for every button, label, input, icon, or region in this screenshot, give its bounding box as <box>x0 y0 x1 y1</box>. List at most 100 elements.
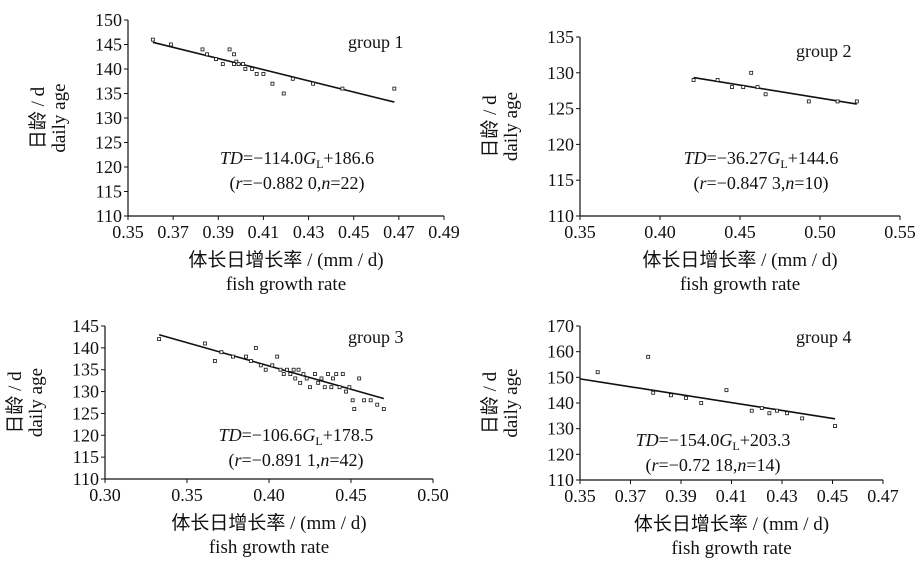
data-point <box>352 407 357 411</box>
y-tick-label: 125 <box>95 133 122 153</box>
x-tick-label: 0.35 <box>564 486 596 506</box>
x-tick-label: 0.43 <box>293 222 325 242</box>
panel-group-2: 110 115 120 125 130 135 0.35 0.40 0.45 0.50 0.55 日龄… <box>479 27 916 295</box>
data-point <box>392 86 397 91</box>
data-point <box>291 367 296 372</box>
data-point <box>270 81 275 86</box>
data-point <box>298 380 303 385</box>
data-point <box>219 350 224 355</box>
y-tick-label: 115 <box>548 170 574 190</box>
data-point <box>854 99 859 104</box>
data-point <box>304 376 309 381</box>
data-point <box>205 52 209 57</box>
x-axis-title-en: fish growth rate <box>226 274 346 295</box>
y-tick-label: 135 <box>72 360 99 380</box>
regression-equation: TD=−114.0GL+186.6 <box>220 148 374 171</box>
y-axis-title-en: daily age <box>501 92 522 161</box>
data-point <box>249 359 253 363</box>
group-label: group 3 <box>348 327 404 347</box>
data-point <box>344 389 348 394</box>
y-axis-title-cn: 日龄 / d <box>479 371 501 434</box>
x-axis-title-cn: 体长日增长率 / (mm / d) <box>634 513 829 535</box>
data-point <box>646 354 651 359</box>
data-point <box>244 354 248 359</box>
x-tick-label: 0.30 <box>89 485 121 505</box>
regression-stats: (r=−0.72 18,n=14) <box>646 455 781 476</box>
regression-stats: (r=−0.882 0,n=22) <box>230 173 365 194</box>
x-axis-title-cn: 体长日增长率 / (mm / d) <box>188 249 383 271</box>
data-point <box>835 99 840 104</box>
data-point <box>254 72 259 76</box>
data-point <box>350 398 355 403</box>
data-point <box>730 85 734 90</box>
x-tick-label: 0.40 <box>253 485 285 505</box>
data-point <box>270 363 275 368</box>
y-tick-label: 130 <box>547 419 574 439</box>
data-point <box>595 370 600 375</box>
y-tick-label: 135 <box>547 27 574 47</box>
x-tick-label: 0.49 <box>428 222 460 242</box>
data-point <box>311 81 315 86</box>
y-tick-label: 135 <box>95 84 122 104</box>
x-axis-title-en: fish growth rate <box>680 274 800 295</box>
panel-group-4: 110 120 130 140 150 160 170 0.35 0.37 0.39 0.41 0.4… <box>479 316 899 559</box>
data-point <box>232 62 236 66</box>
y-tick-label: 130 <box>72 382 99 402</box>
regression-stats: (r=−0.847 3,n=10) <box>694 173 829 194</box>
data-point <box>278 367 283 372</box>
data-point <box>261 72 266 76</box>
data-point <box>651 390 656 395</box>
data-point <box>684 395 688 400</box>
data-point <box>290 76 295 81</box>
y-axis-title-cn: 日龄 / d <box>479 95 501 158</box>
data-point <box>715 78 720 82</box>
data-point <box>243 67 248 71</box>
y-tick-label: 120 <box>547 134 574 154</box>
x-axis-title-cn: 体长日增长率 / (mm / d) <box>642 249 837 271</box>
y-axis-title-cn: 日龄 / d <box>27 86 49 149</box>
x-tick-label: 0.35 <box>564 222 596 242</box>
x-tick-label: 0.41 <box>716 486 748 506</box>
y-tick-label: 140 <box>547 393 574 413</box>
data-point <box>281 91 286 96</box>
y-tick-label: 130 <box>547 63 574 83</box>
y-tick-label: 110 <box>73 469 99 489</box>
data-point <box>669 393 673 398</box>
y-axis-title-cn: 日龄 / d <box>4 371 26 434</box>
data-point <box>347 385 352 390</box>
data-point <box>308 385 312 390</box>
data-point <box>755 85 760 90</box>
y-tick-label: 110 <box>548 206 574 226</box>
data-point <box>236 62 241 66</box>
x-tick-label: 0.35 <box>171 485 203 505</box>
y-tick-label: 130 <box>95 108 122 128</box>
data-point <box>253 345 258 350</box>
data-point <box>785 411 789 416</box>
x-tick-label: 0.45 <box>335 485 367 505</box>
group-label: group 4 <box>796 327 852 347</box>
x-tick-label: 0.35 <box>112 222 144 242</box>
data-point <box>296 367 301 372</box>
data-point <box>337 385 342 390</box>
data-point <box>334 372 339 376</box>
data-point <box>340 372 345 376</box>
y-tick-label: 110 <box>96 206 122 226</box>
data-point <box>301 372 306 376</box>
data-point <box>288 372 293 376</box>
regression-equation: TD=−36.27GL+144.6 <box>684 148 839 171</box>
data-point <box>214 57 218 62</box>
x-tick-label: 0.45 <box>817 486 849 506</box>
data-point <box>357 376 362 381</box>
data-point <box>326 372 330 376</box>
x-tick-label: 0.50 <box>417 485 449 505</box>
data-point <box>749 408 754 413</box>
x-tick-label: 0.55 <box>884 222 916 242</box>
y-tick-label: 140 <box>72 338 99 358</box>
data-point <box>319 376 324 381</box>
regression-line <box>579 378 836 420</box>
data-point <box>275 354 280 359</box>
data-point <box>368 398 373 403</box>
data-point <box>285 367 289 372</box>
x-tick-label: 0.39 <box>203 222 235 242</box>
